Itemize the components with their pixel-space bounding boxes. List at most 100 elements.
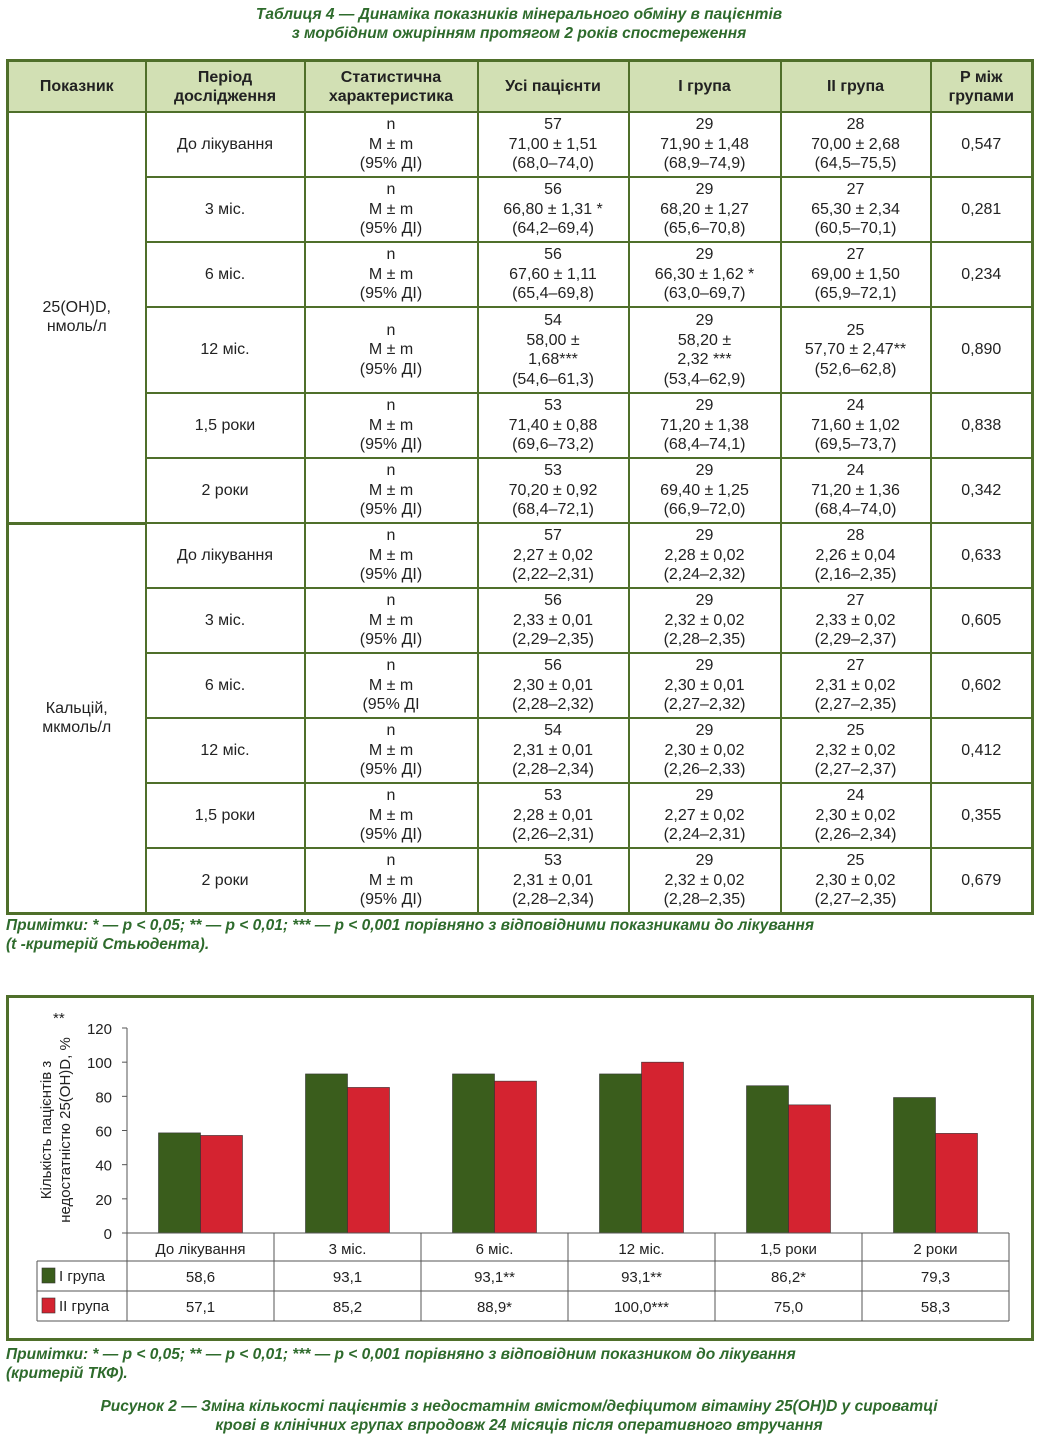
group1-cell-line: 29 xyxy=(695,657,714,675)
period-cell: 6 міс. xyxy=(144,241,306,308)
bar-group1 xyxy=(305,1073,348,1234)
y-tick-label: 120 xyxy=(87,1021,112,1038)
stat-cell-line: M ± m xyxy=(368,135,414,153)
all-patients-cell-line: 2,27 ± 0,02 xyxy=(513,546,593,564)
stat-cell-line: (95% ДІ) xyxy=(359,155,423,173)
all-patients-cell: 56 2,30 ± 0,01 (2,28–2,32) xyxy=(476,652,630,719)
bar-group1 xyxy=(452,1073,495,1234)
table-row: 6 міс. n M ± m (95% ДІ 56 2,30 ± 0,01 (2,28–2,… xyxy=(8,652,1034,719)
stat-cell-line: n xyxy=(386,246,396,264)
group1-cell: 29 2,30 ± 0,02 (2,26–2,33) xyxy=(627,717,782,784)
group1-cell: 29 2,30 ± 0,01 (2,27–2,32) xyxy=(627,652,782,719)
group1-cell-line: 66,30 ± 1,62 * xyxy=(654,265,755,283)
period-cell: 1,5 роки xyxy=(144,782,306,849)
group2-cell-line: 71,60 ± 1,02 xyxy=(811,416,900,434)
all-patients-cell-line: 2,28 ± 0,01 xyxy=(513,806,593,824)
group2-cell: 25 2,32 ± 0,02 (2,27–2,37) xyxy=(779,717,932,784)
group2-cell-line: (2,27–2,35) xyxy=(814,696,897,714)
group1-cell: 29 71,90 ± 1,48 (68,9–74,9) xyxy=(627,111,782,178)
stat-cell-line: M ± m xyxy=(368,676,414,694)
y-axis-label: недостатністю 25(OH)D, % xyxy=(57,1037,74,1223)
group1-cell-line: 29 xyxy=(695,787,714,805)
all-patients-cell: 56 2,33 ± 0,01 (2,29–2,35) xyxy=(476,587,630,654)
data-label: 100,0*** xyxy=(614,1299,669,1316)
period-cell: 3 міс. xyxy=(144,176,306,243)
group2-cell: 27 2,33 ± 0,02 (2,29–2,37) xyxy=(779,587,932,654)
all-patients-cell-line: 53 xyxy=(544,787,562,805)
indicator-cell: 25(OH)D, нмоль/л xyxy=(6,111,147,525)
stat-cell-line: M ± m xyxy=(368,546,414,564)
table-note-line: Примітки: * — p < 0,05; ** — p < 0,01; *… xyxy=(6,917,814,934)
p-value-cell: 0,890 xyxy=(929,306,1034,394)
all-patients-cell-line: 71,40 ± 0,88 xyxy=(508,416,598,434)
group2-cell-line: 27 xyxy=(846,181,865,199)
data-label: 85,2 xyxy=(333,1299,362,1316)
stat-cell-line: n xyxy=(386,657,396,675)
group1-cell-line: 2,32 ± 0,02 xyxy=(664,871,745,889)
group1-cell-line: 29 xyxy=(695,181,714,199)
data-label: 93,1 xyxy=(333,1269,362,1286)
category-label: До лікування xyxy=(156,1241,246,1258)
period-cell: 1,5 роки xyxy=(144,392,306,459)
figure-notes: Примітки: * — p < 0,05; ** — p < 0,01; *… xyxy=(6,1345,1031,1383)
group1-cell-line: 29 xyxy=(695,246,714,264)
stat-cell-line: M ± m xyxy=(368,741,414,759)
stat-cell-line: (95% ДІ) xyxy=(359,826,423,844)
bar-group2 xyxy=(347,1087,390,1234)
p-value-cell: 0,342 xyxy=(929,457,1034,524)
group2-cell-line: 71,20 ± 1,36 xyxy=(811,481,900,499)
group2-cell: 25 2,30 ± 0,02 (2,27–2,35) xyxy=(779,847,932,914)
period-cell: 6 міс. xyxy=(144,652,306,719)
group2-cell-line: 65,30 ± 2,34 xyxy=(811,200,900,218)
all-patients-cell: 53 71,40 ± 0,88 (69,6–73,2) xyxy=(476,392,630,459)
group2-cell-line: 2,33 ± 0,02 xyxy=(815,611,896,629)
table-row: 1,5 роки n M ± m (95% ДІ) 53 71,40 ± 0,88 (69,… xyxy=(8,392,1034,459)
data-label: 93,1** xyxy=(474,1269,515,1286)
p-value-cell: 0,605 xyxy=(929,587,1034,654)
all-patients-cell: 53 2,31 ± 0,01 (2,28–2,34) xyxy=(476,847,630,914)
legend-swatch-group2 xyxy=(41,1297,56,1314)
all-patients-cell-line: 54 xyxy=(544,722,562,740)
stat-cell-line: n xyxy=(386,462,396,480)
figure-caption: Рисунок 2 — Зміна кількості пацієнтів з … xyxy=(0,1397,1038,1435)
all-patients-cell-line: 2,33 ± 0,01 xyxy=(513,611,593,629)
stat-cell-line: (95% ДІ) xyxy=(359,761,423,779)
group1-cell-line: 29 xyxy=(695,116,714,134)
y-tick-label: 80 xyxy=(95,1089,112,1106)
data-label: 57,1 xyxy=(186,1299,215,1316)
figure-note-line: (критерій ТКФ). xyxy=(6,1365,128,1382)
group1-cell-line: (2,24–2,31) xyxy=(663,826,746,844)
legend-label: I група xyxy=(59,1268,106,1285)
group2-cell-line: 25 xyxy=(846,321,865,339)
bar-group2 xyxy=(641,1061,684,1234)
all-patients-cell-line: 53 xyxy=(544,397,562,415)
group1-cell-line: (63,0–69,7) xyxy=(663,285,746,303)
p-value-cell: 0,281 xyxy=(929,176,1034,243)
category-label: 1,5 роки xyxy=(760,1241,817,1258)
group2-cell-line: 2,30 ± 0,02 xyxy=(815,871,896,889)
group1-cell-line: 29 xyxy=(695,722,714,740)
group1-cell-line: (53,4–62,9) xyxy=(663,370,746,388)
stat-cell-line: n xyxy=(386,321,396,339)
stat-cell-line: n xyxy=(386,592,396,610)
group1-cell-line: 29 xyxy=(695,852,714,869)
bar-group2 xyxy=(200,1135,243,1234)
all-patients-cell-line: (2,26–2,31) xyxy=(512,826,594,844)
all-patients-cell-line: 53 xyxy=(544,852,562,869)
all-patients-cell: 53 2,28 ± 0,01 (2,26–2,31) xyxy=(476,782,630,849)
p-value-cell: 0,412 xyxy=(929,717,1034,784)
group1-cell-line: 29 xyxy=(695,527,714,545)
stat-cell-line: n xyxy=(386,527,396,545)
all-patients-cell-line: (54,6–61,3) xyxy=(512,370,594,388)
table-header-row: Показник Період дослідження Статистична … xyxy=(6,60,1034,113)
y-tick-label: 40 xyxy=(95,1158,112,1175)
bar-chart: 0 20 40 60 80 100 120 ** Кількість пацієнтів з не… xyxy=(36,1010,1010,1322)
group2-cell-line: (69,5–73,7) xyxy=(814,436,897,454)
stat-cell-line: (95% ДІ) xyxy=(359,891,423,908)
table-row: 6 міс. n M ± m (95% ДІ) 56 67,60 ± 1,11 (65,4–… xyxy=(8,241,1034,308)
bar-group2 xyxy=(788,1104,831,1234)
